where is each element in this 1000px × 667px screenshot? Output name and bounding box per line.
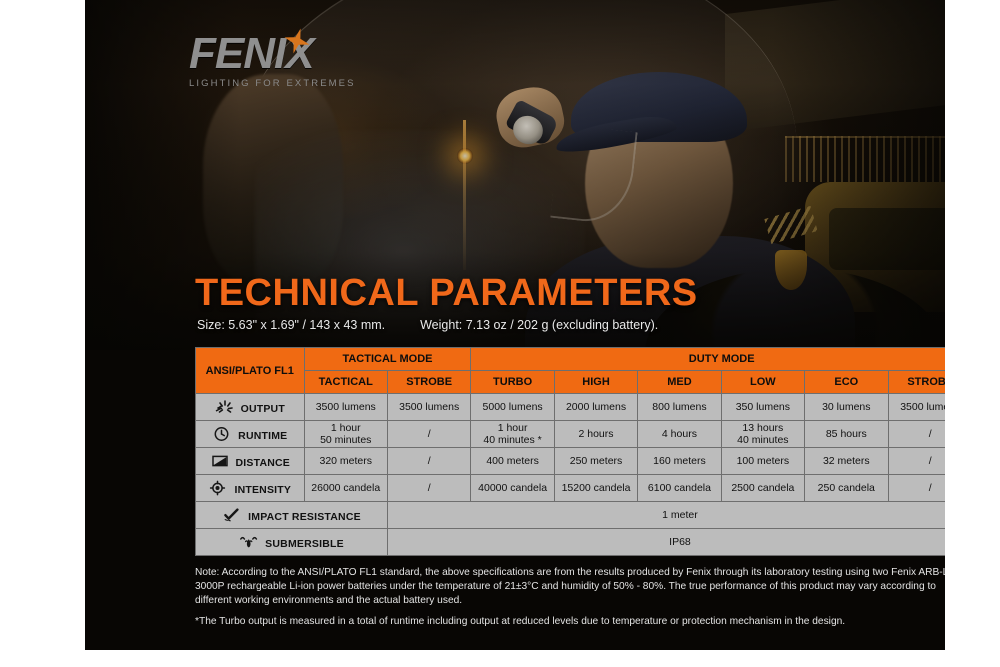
cell-output-strobe-duty: 3500 lumens <box>887 393 945 421</box>
cell-runtime-tactical: 1 hour 50 minutes <box>303 420 388 448</box>
table-row: DISTANCE 320 meters / 400 meters 250 met… <box>195 447 945 475</box>
cell-distance-strobe-duty: / <box>887 447 945 475</box>
header-mode-tactical: TACTICAL <box>303 370 388 394</box>
table-header-row-modes: TACTICAL STROBE TURBO HIGH MED LOW ECO S… <box>196 370 945 394</box>
row-label-text: INTENSITY <box>234 483 292 496</box>
table-body: OUTPUT 3500 lumens 3500 lumens 5000 lume… <box>195 393 945 556</box>
row-label-impact-resistance: IMPACT RESISTANCE <box>195 501 388 529</box>
row-label-text: OUTPUT <box>240 402 285 415</box>
cell-distance-strobe-tac: / <box>386 447 472 475</box>
cell-output-med: 800 lumens <box>637 393 722 421</box>
header-mode-strobe-duty: STROBE <box>887 370 945 394</box>
cell-intensity-strobe-duty: / <box>887 474 945 502</box>
header-ansi-plato: ANSI/PLATO FL1 <box>195 347 305 394</box>
cell-intensity-tactical: 26000 candela <box>303 474 388 502</box>
fenix-logo: FENIX LIGHTING FOR EXTREMES <box>189 32 359 89</box>
cell-runtime-eco: 85 hours <box>804 420 889 448</box>
header-mode-turbo: TURBO <box>470 370 555 394</box>
row-label-text: RUNTIME <box>238 429 288 442</box>
cell-runtime-low: 13 hours 40 minutes <box>720 420 806 448</box>
checkmark-impact-icon <box>222 507 242 523</box>
table-header-row-groups: ANSI/PLATO FL1 TACTICAL MODE DUTY MODE <box>195 347 945 394</box>
cell-output-tactical: 3500 lumens <box>303 393 388 421</box>
header-mode-strobe-tac: STROBE <box>386 370 472 394</box>
table-row: OUTPUT 3500 lumens 3500 lumens 5000 lume… <box>195 393 945 421</box>
cell-output-turbo: 5000 lumens <box>470 393 555 421</box>
size-weight-line: Size: 5.63" x 1.69" / 143 x 43 mm. Weigh… <box>197 318 658 332</box>
cell-distance-low: 100 meters <box>720 447 806 475</box>
light-rays-icon <box>215 399 235 415</box>
photo-vignette <box>85 0 945 350</box>
note-main: Note: According to the ANSI/PLATO FL1 st… <box>195 567 945 606</box>
weight-text: Weight: 7.13 oz / 202 g (excluding batte… <box>420 318 659 332</box>
row-label-text: SUBMERSIBLE <box>265 537 344 550</box>
row-label-output: OUTPUT <box>195 393 305 421</box>
cell-intensity-high: 15200 candela <box>553 474 639 502</box>
table-row: SUBMERSIBLE IP68 <box>195 528 945 556</box>
water-drop-icon <box>239 534 259 550</box>
row-label-text: IMPACT RESISTANCE <box>248 510 361 523</box>
cell-runtime-high: 2 hours <box>553 420 639 448</box>
row-label-submersible: SUBMERSIBLE <box>195 528 388 556</box>
clock-icon <box>212 426 232 442</box>
header-mode-low: LOW <box>720 370 806 394</box>
cell-submersible-value: IP68 <box>386 528 945 556</box>
footnotes: Note: According to the ANSI/PLATO FL1 st… <box>195 566 945 629</box>
cell-distance-med: 160 meters <box>637 447 722 475</box>
crosshair-intensity-icon <box>208 480 228 496</box>
table-head: ANSI/PLATO FL1 TACTICAL MODE DUTY MODE T… <box>195 347 945 394</box>
row-label-text: DISTANCE <box>235 456 291 469</box>
cell-output-low: 350 lumens <box>720 393 806 421</box>
cell-runtime-turbo: 1 hour 40 minutes * <box>470 420 555 448</box>
cell-intensity-low: 2500 candela <box>720 474 806 502</box>
cell-runtime-strobe-tac: / <box>386 420 472 448</box>
header-mode-high: HIGH <box>553 370 639 394</box>
cell-intensity-turbo: 40000 candela <box>470 474 555 502</box>
background-photo <box>85 0 945 350</box>
cell-distance-high: 250 meters <box>553 447 639 475</box>
cell-output-eco: 30 lumens <box>804 393 889 421</box>
cell-intensity-med: 6100 candela <box>637 474 722 502</box>
cell-intensity-strobe-tac: / <box>386 474 472 502</box>
header-mode-med: MED <box>637 370 722 394</box>
cell-intensity-eco: 250 candela <box>804 474 889 502</box>
size-text: Size: 5.63" x 1.69" / 143 x 43 mm. <box>197 318 386 332</box>
table-row: RUNTIME 1 hour 50 minutes / 1 hour 40 minu… <box>195 420 945 448</box>
table-row: IMPACT RESISTANCE 1 meter <box>195 501 945 529</box>
cell-output-strobe-tac: 3500 lumens <box>386 393 472 421</box>
logo-wordmark: FENIX <box>189 29 315 78</box>
header-group-duty-mode: DUTY MODE <box>470 347 945 371</box>
header-group-tactical-mode: TACTICAL MODE <box>303 347 472 371</box>
row-label-intensity: INTENSITY <box>195 474 305 502</box>
cell-runtime-med: 4 hours <box>637 420 722 448</box>
page-title: TECHNICAL PARAMETERS <box>195 272 698 314</box>
cell-distance-eco: 32 meters <box>804 447 889 475</box>
cell-impact-resistance-value: 1 meter <box>386 501 945 529</box>
header-mode-eco: ECO <box>804 370 889 394</box>
beam-distance-icon <box>210 453 230 469</box>
logo-tagline: LIGHTING FOR EXTREMES <box>189 78 356 89</box>
row-label-runtime: RUNTIME <box>195 420 305 448</box>
note-turbo-footnote: *The Turbo output is measured in a total… <box>195 616 846 628</box>
cell-distance-tactical: 320 meters <box>303 447 388 475</box>
table-row: INTENSITY 26000 candela / 40000 candela … <box>195 474 945 502</box>
cell-runtime-strobe-duty: / <box>887 420 945 448</box>
product-spec-panel: FENIX LIGHTING FOR EXTREMES TECHNICAL PA… <box>85 0 945 650</box>
cell-output-high: 2000 lumens <box>553 393 639 421</box>
cell-distance-turbo: 400 meters <box>470 447 555 475</box>
row-label-distance: DISTANCE <box>195 447 305 475</box>
technical-parameters-table: ANSI/PLATO FL1 TACTICAL MODE DUTY MODE T… <box>195 347 945 556</box>
